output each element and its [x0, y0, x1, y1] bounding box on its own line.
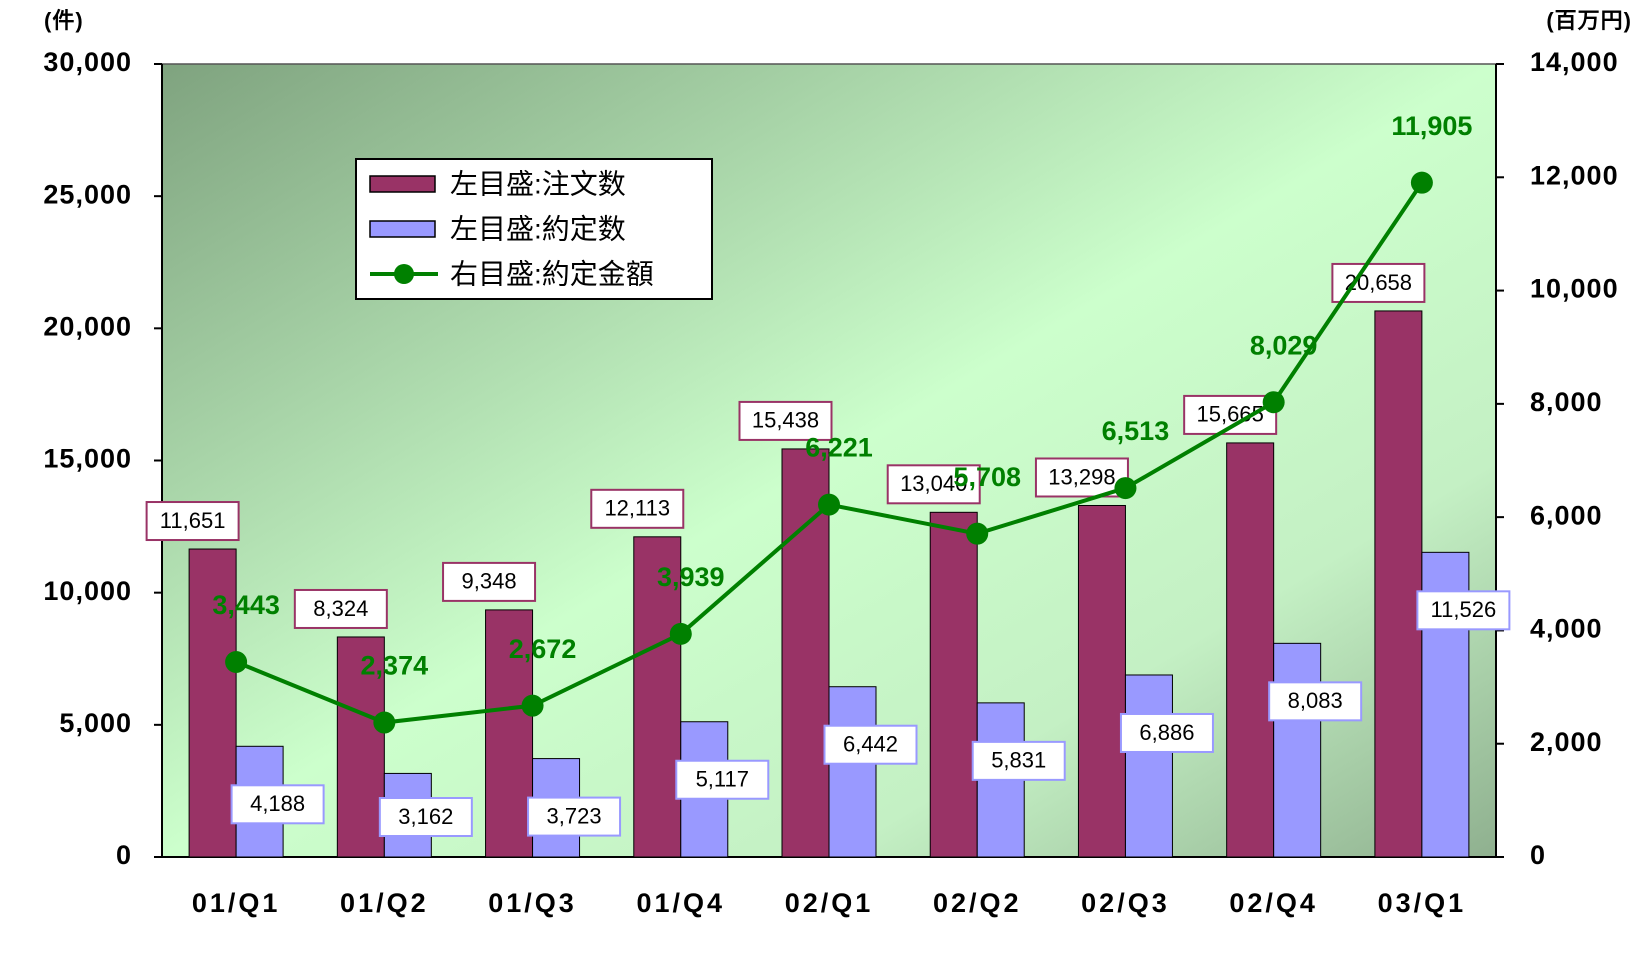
- y2-tick-label: 6,000: [1530, 500, 1603, 530]
- y2-tick-label: 14,000: [1530, 47, 1619, 77]
- y2-tick-label: 0: [1530, 840, 1546, 870]
- value-label: 8,324: [313, 596, 368, 621]
- bar: [828, 686, 877, 858]
- bar: [781, 448, 830, 858]
- value-label-box: [378, 797, 473, 837]
- value-label: 15,438: [752, 408, 819, 433]
- y2-tick-label: 2,000: [1530, 727, 1603, 757]
- line-marker: [966, 522, 989, 545]
- y-tick-label: 15,000: [43, 444, 132, 474]
- value-label: 11,651: [160, 508, 226, 533]
- value-label: 2,672: [509, 634, 577, 664]
- bar: [633, 536, 682, 858]
- value-label: 5,708: [953, 462, 1021, 492]
- y-tick-label: 10,000: [43, 576, 132, 606]
- y-tick-label: 20,000: [43, 311, 132, 341]
- value-label: 5,117: [696, 767, 749, 792]
- x-tick-label: 01/Q3: [488, 888, 577, 918]
- x-tick-label: 02/Q4: [1229, 888, 1318, 918]
- legend-label: 右目盛:約定金額: [450, 258, 654, 289]
- value-label: 3,939: [657, 562, 725, 592]
- x-tick-label: 01/Q1: [192, 888, 281, 918]
- value-label: 12,113: [604, 496, 670, 521]
- bar: [188, 548, 237, 858]
- x-tick-label: 02/Q2: [933, 888, 1022, 918]
- value-label-box: [442, 561, 537, 602]
- line-marker: [225, 650, 248, 673]
- line-marker: [521, 694, 544, 717]
- value-label: 3,162: [398, 804, 453, 829]
- y-axis-label: (件): [44, 8, 84, 33]
- value-label: 6,442: [843, 732, 898, 757]
- y-tick-label: 0: [116, 840, 132, 870]
- value-label-box: [971, 740, 1066, 781]
- value-label-box: [1268, 681, 1363, 722]
- bar: [929, 511, 978, 858]
- y2-tick-label: 8,000: [1530, 387, 1603, 417]
- value-label-box: [738, 400, 833, 441]
- bar: [1226, 442, 1275, 858]
- value-label: 2,374: [361, 651, 429, 681]
- value-label-box: [293, 588, 388, 629]
- bar: [336, 636, 385, 858]
- value-label: 5,831: [991, 748, 1046, 773]
- line-marker: [669, 622, 692, 645]
- value-label: 11,526: [1431, 597, 1497, 622]
- value-label: 13,298: [1048, 464, 1115, 489]
- bar: [1374, 310, 1423, 858]
- line-marker: [1410, 171, 1433, 194]
- value-label: 6,886: [1139, 720, 1194, 745]
- y-tick-label: 30,000: [43, 47, 132, 77]
- y-tick-label: 25,000: [43, 179, 132, 209]
- line-marker: [373, 711, 396, 734]
- bar: [1273, 642, 1322, 858]
- bar: [1077, 504, 1126, 858]
- value-label: 8,083: [1288, 688, 1343, 713]
- value-label-box: [527, 796, 622, 837]
- value-label: 3,443: [212, 590, 280, 620]
- value-label: 6,221: [805, 433, 873, 463]
- value-label-box: [1416, 590, 1511, 631]
- line-marker: [1114, 477, 1137, 500]
- value-label: 3,723: [547, 803, 602, 828]
- legend-label: 左目盛:約定数: [450, 213, 626, 244]
- value-label: 8,029: [1250, 330, 1318, 360]
- legend-swatch: [369, 175, 436, 193]
- y-tick-label: 5,000: [59, 708, 132, 738]
- line-marker: [1262, 391, 1285, 414]
- value-label-box: [590, 488, 685, 529]
- y2-axis-label: (百万円): [1546, 8, 1632, 33]
- value-label-box: [823, 724, 918, 765]
- x-tick-label: 02/Q3: [1081, 888, 1170, 918]
- value-label-box: [145, 501, 240, 542]
- y2-tick-label: 4,000: [1530, 614, 1603, 644]
- value-label-box: [675, 759, 770, 800]
- value-label-box: [1119, 712, 1214, 753]
- x-tick-label: 02/Q1: [785, 888, 874, 918]
- legend-swatch: [369, 220, 436, 238]
- value-label: 13,040: [900, 471, 967, 496]
- line-marker: [818, 493, 840, 516]
- value-label: 4,188: [250, 791, 305, 816]
- value-label-box: [886, 464, 981, 505]
- y2-tick-label: 10,000: [1530, 274, 1619, 304]
- x-tick-label: 01/Q2: [340, 888, 429, 918]
- bar: [1124, 674, 1173, 858]
- bar: [485, 609, 534, 858]
- legend-label: 左目盛:注文数: [450, 168, 626, 199]
- value-label: 9,348: [462, 569, 517, 594]
- x-tick-label: 01/Q4: [636, 888, 725, 918]
- x-tick-label: 03/Q1: [1378, 888, 1467, 918]
- y2-tick-label: 12,000: [1530, 160, 1619, 190]
- value-label: 11,905: [1391, 111, 1472, 141]
- legend-marker: [394, 264, 414, 284]
- value-label-box: [230, 784, 325, 825]
- value-label: 6,513: [1102, 416, 1170, 446]
